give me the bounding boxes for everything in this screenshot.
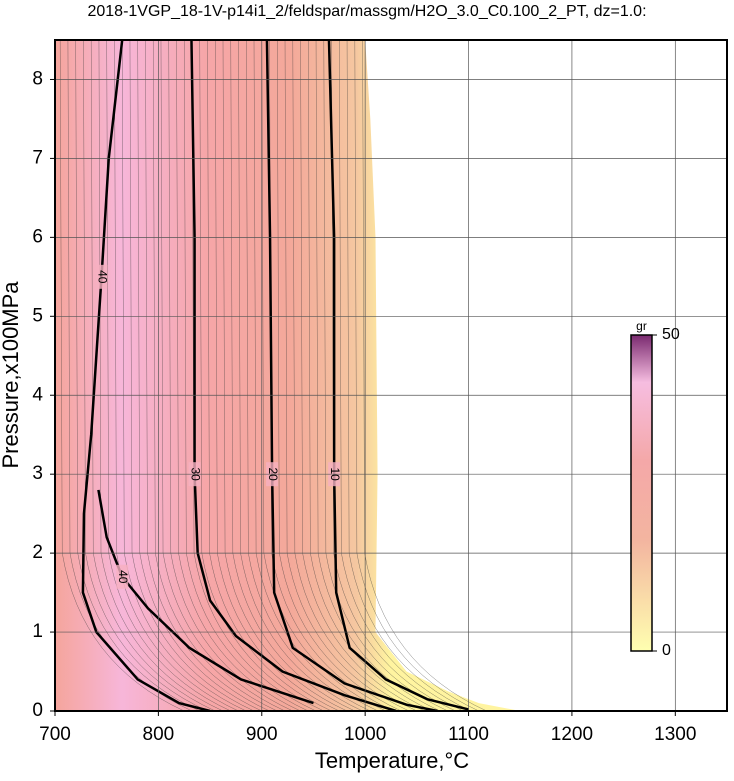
contour-line (265, 40, 438, 711)
minor-isoline (362, 40, 487, 711)
minor-isoline (129, 40, 255, 711)
colorbar: gr 0 50 (630, 319, 680, 659)
minor-isoline (191, 40, 317, 711)
y-axis-label: Pressure,x100MPa (0, 281, 23, 469)
minor-isoline (176, 40, 301, 711)
colorbar-scale (630, 334, 653, 652)
y-tick-label: 4 (32, 384, 43, 405)
x-tick-label: 1300 (654, 724, 696, 745)
minor-isoline (300, 40, 425, 711)
contour-label-bg (95, 264, 108, 289)
minor-isoline (160, 40, 286, 711)
contour-label: 40 (95, 270, 109, 284)
minor-isoline (98, 40, 224, 711)
x-tick-label: 700 (39, 724, 71, 745)
x-axis-label: Temperature,°C (315, 748, 469, 773)
minor-isoline (246, 40, 371, 711)
minor-isoline (75, 40, 200, 711)
minor-isoline (214, 40, 340, 711)
x-tick-label: 800 (143, 724, 175, 745)
y-tick-label: 8 (32, 68, 43, 89)
chart-title: 2018-1VGP_18-1V-p14i1_2/feldspar/massgm/… (87, 3, 646, 20)
y-tick-label: 0 (32, 700, 43, 721)
x-tick-label: 900 (246, 724, 278, 745)
minor-isoline (292, 40, 417, 711)
contour-line (97, 489, 314, 705)
plot-frame (54, 39, 728, 712)
y-tick-label: 2 (32, 542, 43, 563)
y-tick-label: 1 (32, 621, 43, 642)
y-tick-label: 6 (32, 226, 43, 247)
y-tick-label: 5 (32, 305, 43, 326)
minor-isoline (168, 40, 293, 711)
minor-isoline (346, 40, 472, 711)
minor-isoline (354, 40, 479, 711)
colorbar-label: gr (636, 319, 647, 333)
contour-label: 40 (116, 570, 130, 584)
x-tick-label: 1200 (551, 724, 593, 745)
minor-isoline (261, 40, 386, 711)
y-tick-label: 3 (32, 463, 43, 484)
minor-isoline (222, 40, 348, 711)
minor-isoline (137, 40, 262, 711)
minor-isoline (90, 40, 216, 711)
contour-line (327, 40, 469, 711)
colorbar-tick-label: 50 (662, 326, 680, 343)
minor-isoline (183, 40, 309, 711)
minor-isoline (315, 40, 441, 711)
contour-label-bg (116, 564, 129, 589)
y-tick-label: 7 (32, 147, 43, 168)
x-tick-label: 1000 (344, 724, 386, 745)
axes: 700 800 900 1000 1100 1200 1300 0 1 2 3 4 5 6 7 8 (32, 39, 728, 745)
minor-isoline (230, 40, 355, 711)
minor-isoline (238, 40, 363, 711)
minor-isoline (83, 40, 208, 711)
field-region (55, 40, 521, 711)
minor-isoline (277, 40, 402, 711)
minor-isoline (106, 40, 231, 711)
minor-isoline (339, 40, 464, 711)
x-tick-label: 1100 (448, 724, 489, 745)
minor-isoline (308, 40, 433, 711)
colorbar-tick-label: 0 (662, 642, 671, 659)
